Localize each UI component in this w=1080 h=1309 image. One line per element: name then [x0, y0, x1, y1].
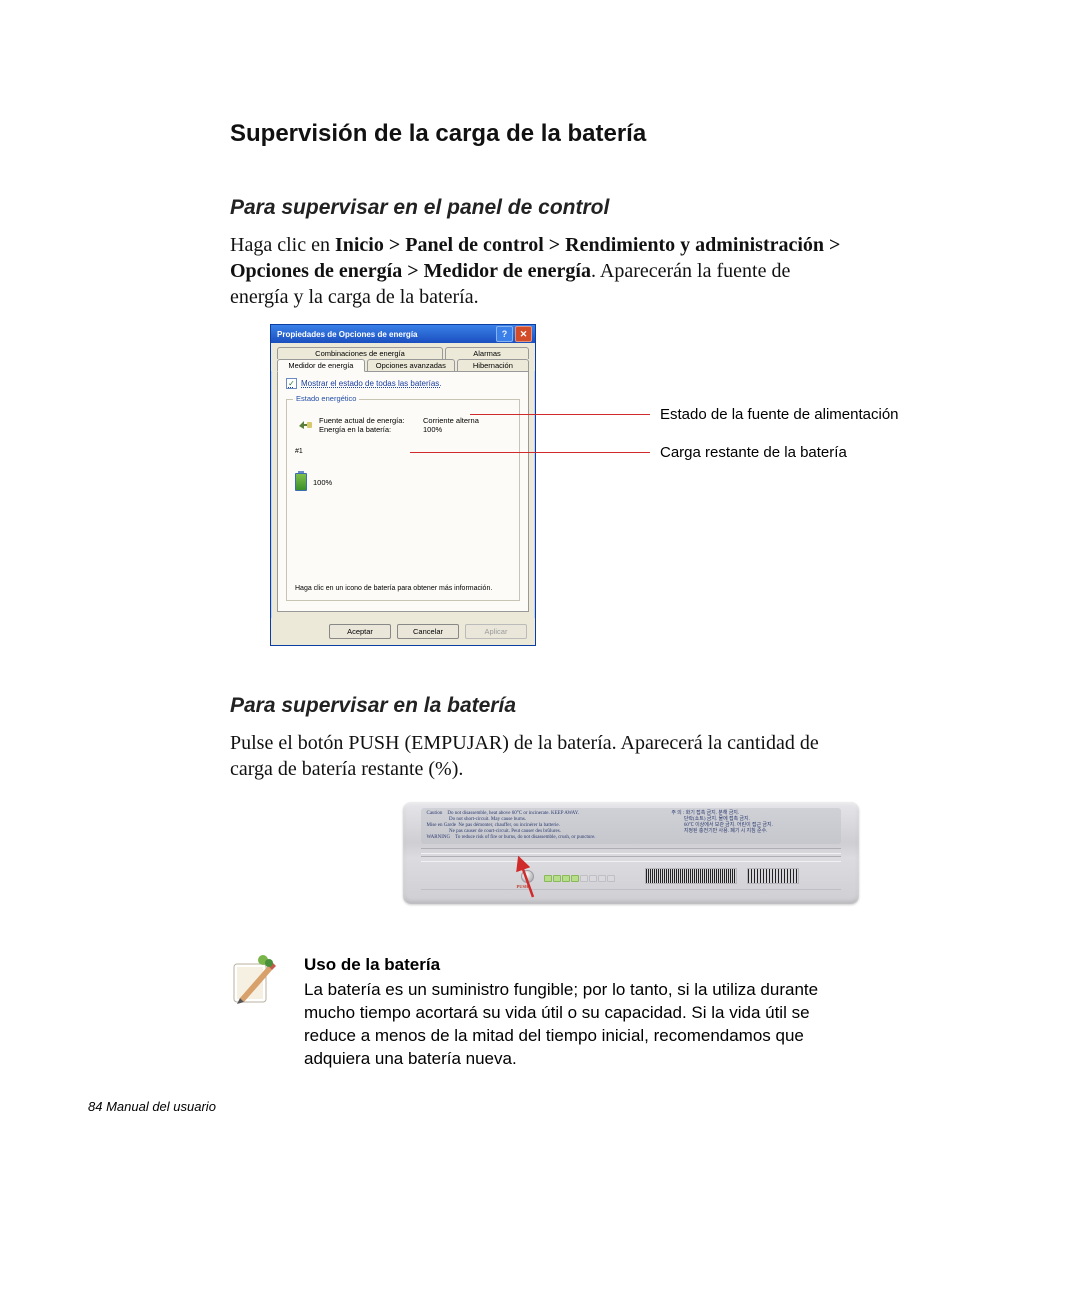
tip-title: Uso de la batería [304, 954, 824, 977]
plug-icon [295, 416, 313, 434]
label-battery-energy: Energía en la batería: [319, 425, 411, 434]
intro-paragraph: Haga clic en Inicio > Panel de control >… [230, 232, 850, 310]
tab-combinations[interactable]: Combinaciones de energía [277, 347, 443, 359]
battery-underline [421, 886, 841, 890]
battery-hint: Haga clic en un icono de batería para ob… [295, 585, 492, 592]
intro-text-a: Haga clic en [230, 234, 335, 256]
tabs-top-row: Combinaciones de energía Alarmas [271, 343, 535, 359]
battery-status-row[interactable]: 100% [295, 473, 511, 491]
tabs-bottom-row: Medidor de energía Opciones avanzadas Hi… [271, 359, 535, 371]
battery-rail [421, 848, 841, 854]
dialog-titlebar: Propiedades de Opciones de energía ? ✕ [271, 325, 535, 343]
battery-rail [421, 856, 841, 862]
callout-label-remaining: Carga restante de la batería [660, 444, 847, 461]
checkbox-label: Mostrar el estado de todas las baterías. [301, 379, 442, 388]
tip-body: Uso de la batería La batería es un sumin… [304, 954, 824, 1071]
battery-lower-row: PUSH [421, 868, 841, 884]
tab-advanced[interactable]: Opciones avanzadas [367, 359, 455, 371]
led-indicator [571, 875, 579, 882]
show-all-batteries-row[interactable]: ✓ Mostrar el estado de todas las batería… [286, 378, 520, 389]
led-indicator [598, 875, 606, 882]
battery-percent: 100% [313, 478, 332, 487]
barcode [645, 868, 737, 884]
led-indicator [580, 875, 588, 882]
battery-photo-figure: Caution Do not disassemble, heat above 6… [403, 802, 823, 904]
tab-alarms[interactable]: Alarmas [445, 347, 529, 359]
led-indicator [562, 875, 570, 882]
help-button[interactable]: ? [496, 326, 513, 342]
power-source-row: Fuente actual de energía: Energía en la … [295, 416, 511, 434]
close-button[interactable]: ✕ [515, 326, 532, 342]
dialog-title: Propiedades de Opciones de energía [277, 330, 494, 339]
power-source-labels: Fuente actual de energía: Energía en la … [319, 416, 483, 434]
tab-power-meter[interactable]: Medidor de energía [277, 359, 365, 372]
callout-line-remaining [410, 452, 650, 453]
section-heading-battery: Para supervisar en la batería [230, 694, 995, 718]
dialog-figure: Propiedades de Opciones de energía ? ✕ C… [270, 324, 995, 634]
label-current-source: Fuente actual de energía: [319, 416, 411, 425]
led-indicator [553, 875, 561, 882]
page-title: Supervisión de la carga de la batería [230, 120, 995, 148]
value-battery-energy: 100% [423, 425, 483, 434]
cancel-button[interactable]: Cancelar [397, 624, 459, 639]
section-heading-control-panel: Para supervisar en el panel de control [230, 196, 995, 220]
checkbox-checked-icon[interactable]: ✓ [286, 378, 297, 389]
page: Supervisión de la carga de la batería Pa… [0, 0, 1080, 1309]
battery-spec-right: 주 의 : 화기 접촉 금지. 분해 금지. 단락(쇼트) 금지. 물에 접촉 … [671, 811, 834, 841]
power-options-dialog: Propiedades de Opciones de energía ? ✕ C… [270, 324, 536, 646]
battery-body: Caution Do not disassemble, heat above 6… [403, 802, 859, 904]
tip-text: La batería es un suministro fungible; po… [304, 979, 824, 1071]
battery-spec-left: Caution Do not disassemble, heat above 6… [427, 811, 664, 841]
fieldset-legend: Estado energético [293, 394, 359, 403]
arrow-icon [511, 852, 551, 902]
dialog-button-row: Aceptar Cancelar Aplicar [271, 618, 535, 645]
tip-block: Uso de la batería La batería es un sumin… [230, 954, 995, 1071]
callout-label-power-source: Estado de la fuente de alimentación [660, 406, 899, 423]
serial-barcode [747, 868, 799, 884]
battery-paragraph: Pulse el botón PUSH (EMPUJAR) de la bate… [230, 730, 850, 782]
battery-spec-label: Caution Do not disassemble, heat above 6… [421, 808, 841, 844]
dialog-panel: ✓ Mostrar el estado de todas las batería… [277, 371, 529, 612]
value-current-source: Corriente alterna [423, 416, 483, 425]
pencil-note-icon [230, 954, 276, 1006]
page-footer: 84 Manual del usuario [88, 1099, 216, 1114]
ok-button[interactable]: Aceptar [329, 624, 391, 639]
apply-button[interactable]: Aplicar [465, 624, 527, 639]
tab-hibernate[interactable]: Hibernación [457, 359, 529, 371]
battery-icon [295, 473, 307, 491]
led-bank [544, 870, 615, 882]
led-indicator [589, 875, 597, 882]
led-indicator [607, 875, 615, 882]
power-status-fieldset: Estado energético Fuente actual de energ… [286, 399, 520, 601]
callout-line-power-source [470, 414, 650, 415]
